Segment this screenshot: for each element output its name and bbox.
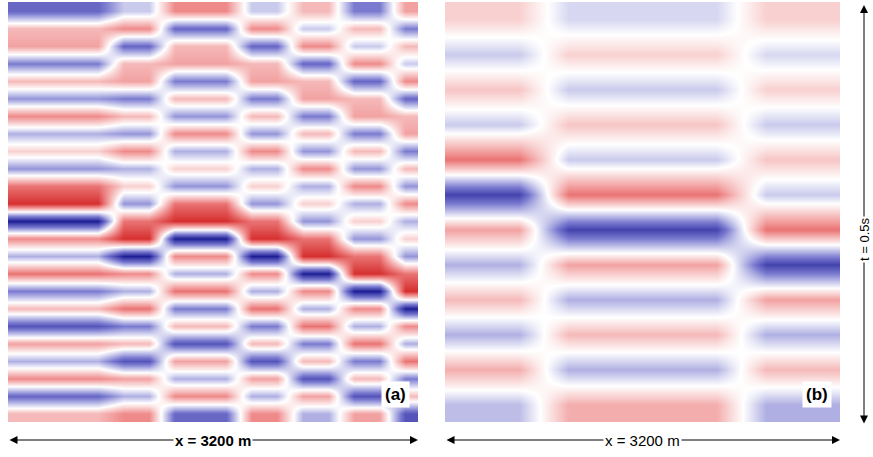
svg-text:x = 3200 m: x = 3200 m [605,432,680,449]
svg-text:x = 3200 m: x = 3200 m [175,432,251,449]
svg-text:t = 0.5s: t = 0.5s [857,218,872,261]
svg-text:(a): (a) [385,385,406,404]
svg-text:(b): (b) [806,385,828,404]
